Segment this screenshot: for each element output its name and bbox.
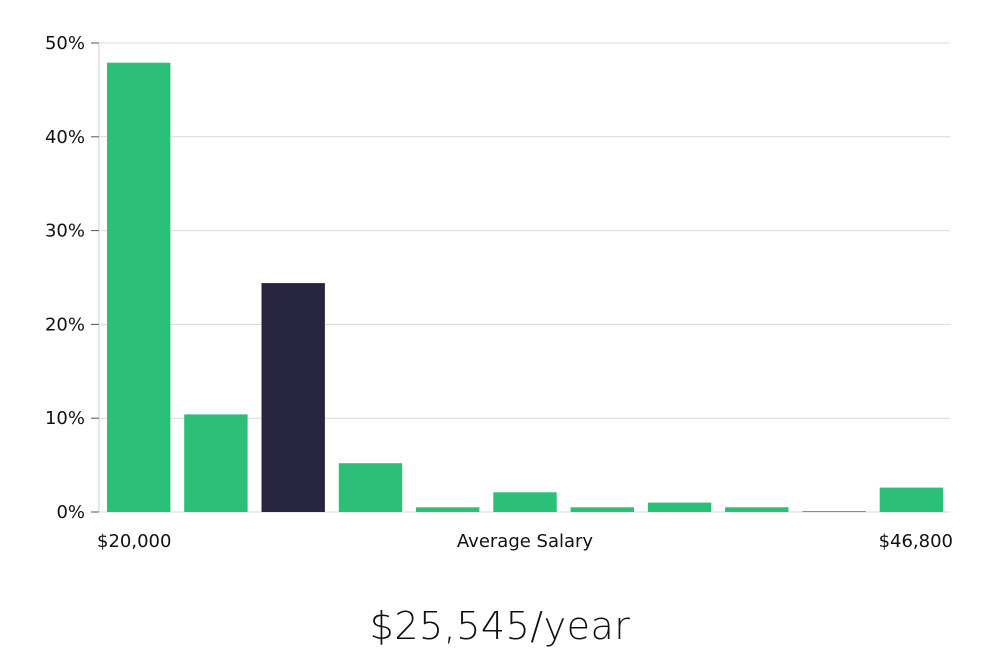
y-tick-label: 0% bbox=[56, 502, 85, 523]
bar bbox=[879, 487, 944, 512]
y-tick-label: 10% bbox=[45, 408, 85, 429]
bar-highlighted bbox=[261, 283, 325, 512]
bars bbox=[107, 62, 944, 512]
bar bbox=[107, 62, 171, 512]
x-label-max: $46,800 bbox=[879, 531, 953, 552]
salary-histogram: 0% 10% 20% 30% 40% 50% $20,000 Average Salary… bbox=[45, 33, 953, 552]
x-label-min: $20,000 bbox=[97, 531, 171, 552]
bar bbox=[184, 414, 248, 512]
bar bbox=[416, 507, 480, 512]
bar bbox=[493, 492, 557, 512]
y-axis: 0% 10% 20% 30% 40% 50% bbox=[45, 33, 100, 523]
y-tick-label: 50% bbox=[45, 33, 85, 54]
bar bbox=[647, 502, 712, 512]
average-salary-value: $25,545/year bbox=[369, 604, 631, 648]
x-axis-title: Average Salary bbox=[457, 531, 594, 552]
bar bbox=[570, 507, 634, 512]
bar bbox=[338, 463, 403, 512]
bar bbox=[802, 511, 866, 512]
y-tick-label: 30% bbox=[45, 221, 85, 242]
y-tick-label: 20% bbox=[45, 314, 85, 335]
bar bbox=[725, 507, 789, 512]
y-tick-label: 40% bbox=[45, 127, 85, 148]
